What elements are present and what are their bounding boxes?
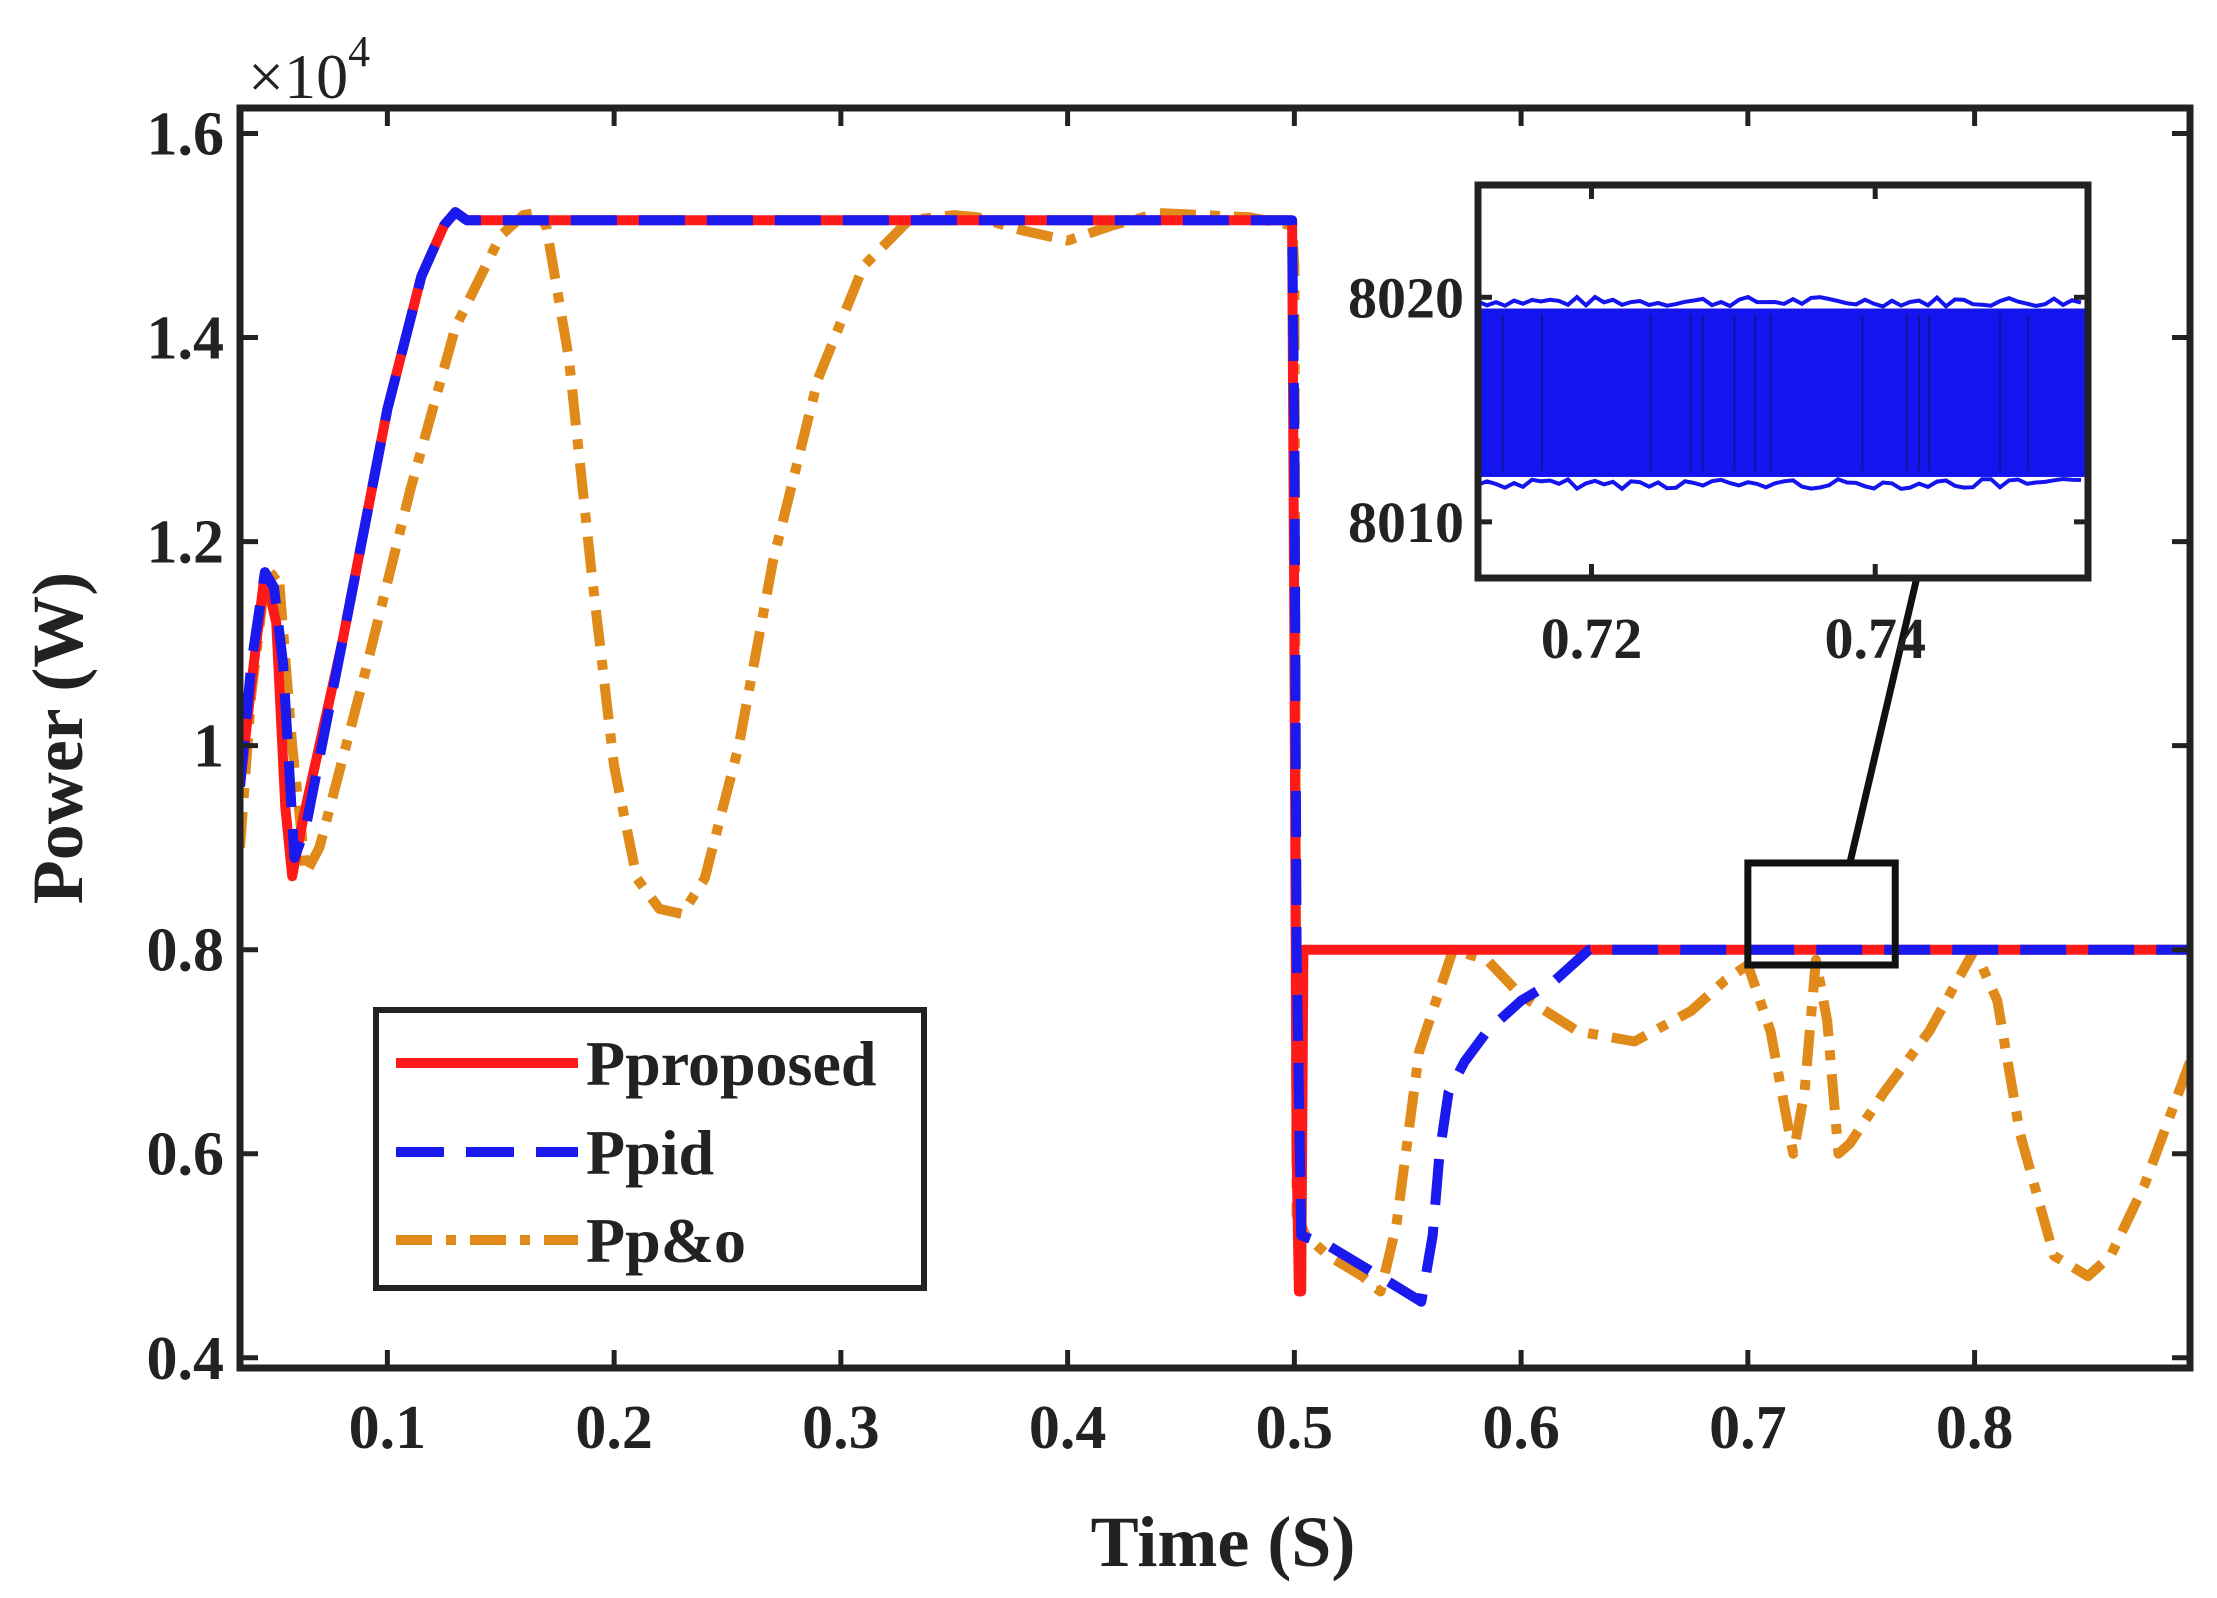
inset-signal-top-edge — [1478, 294, 2082, 309]
y-tick-label: 0.8 — [147, 917, 225, 985]
inset-x-tick-label: 0.72 — [1541, 606, 1643, 671]
x-tick-label: 0.8 — [1936, 1394, 2014, 1462]
x-tick-label: 0.1 — [349, 1394, 427, 1462]
legend-label-ppo: Pp&o — [586, 1205, 746, 1276]
y-tick-label: 1.2 — [147, 509, 225, 577]
y-multiplier: ×104 — [248, 27, 370, 112]
y-tick-label: 1.4 — [147, 305, 225, 373]
x-tick-label: 0.4 — [1029, 1394, 1107, 1462]
x-tick-label: 0.7 — [1709, 1394, 1787, 1462]
y-tick-label: 0.4 — [147, 1325, 225, 1393]
series-line-ppo — [240, 208, 2190, 1297]
legend-label-ppid: Ppid — [586, 1117, 714, 1188]
legend: Pproposed Ppid Pp&o — [373, 1007, 927, 1291]
x-tick-label: 0.5 — [1256, 1394, 1334, 1462]
inset-y-tick-label: 8020 — [1348, 265, 1464, 330]
y-tick-label: 1.6 — [147, 101, 225, 169]
main-plot-frame — [236, 104, 2194, 1372]
x-axis-label: Time (S) — [1091, 1502, 1356, 1582]
x-tick-label: 0.6 — [1482, 1394, 1560, 1462]
series-line-ppid — [240, 207, 2190, 1307]
y-axis-label: Power (W) — [18, 572, 98, 905]
x-tick-label: 0.3 — [802, 1394, 880, 1462]
inset-signal-band — [1478, 308, 2088, 477]
inset-frame — [1474, 181, 2092, 582]
zoom-region-box — [1744, 859, 1899, 969]
y-tick-label: 0.6 — [147, 1121, 225, 1189]
inset-signal-bottom-edge — [1478, 476, 2082, 492]
inset-y-tick-label: 8010 — [1348, 490, 1464, 555]
inset-x-tick-label: 0.74 — [1824, 606, 1926, 671]
y-tick-label: 1 — [193, 713, 224, 781]
x-tick-label: 0.2 — [575, 1394, 653, 1462]
legend-label-pproposed: Pproposed — [586, 1028, 876, 1099]
